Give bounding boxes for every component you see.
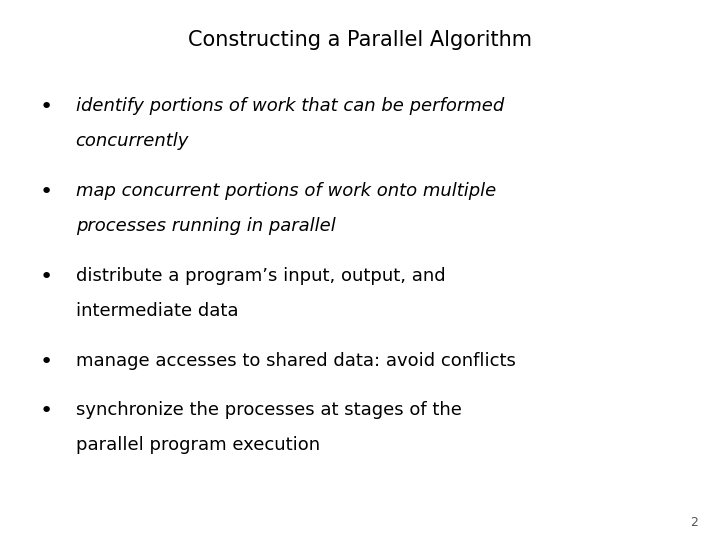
Text: •: • <box>40 352 53 372</box>
Text: manage accesses to shared data: avoid conflicts: manage accesses to shared data: avoid co… <box>76 352 516 369</box>
Text: processes running in parallel: processes running in parallel <box>76 217 336 235</box>
Text: •: • <box>40 97 53 117</box>
Text: concurrently: concurrently <box>76 132 189 150</box>
Text: Constructing a Parallel Algorithm: Constructing a Parallel Algorithm <box>188 30 532 50</box>
Text: •: • <box>40 267 53 287</box>
Text: map concurrent portions of work onto multiple: map concurrent portions of work onto mul… <box>76 182 496 200</box>
Text: •: • <box>40 182 53 202</box>
Text: •: • <box>40 401 53 421</box>
Text: parallel program execution: parallel program execution <box>76 436 320 454</box>
Text: 2: 2 <box>690 516 698 529</box>
Text: identify portions of work that can be performed: identify portions of work that can be pe… <box>76 97 504 115</box>
Text: intermediate data: intermediate data <box>76 302 238 320</box>
Text: synchronize the processes at stages of the: synchronize the processes at stages of t… <box>76 401 462 419</box>
Text: distribute a program’s input, output, and: distribute a program’s input, output, an… <box>76 267 445 285</box>
